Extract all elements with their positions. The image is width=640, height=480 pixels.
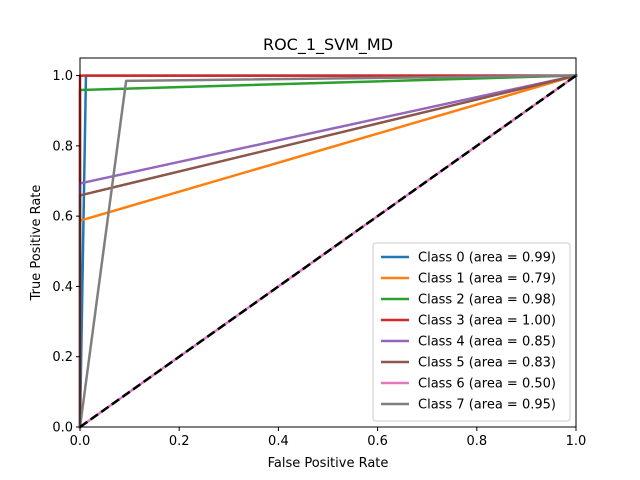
x-axis-title: False Positive Rate xyxy=(268,456,389,471)
legend-box xyxy=(372,242,571,422)
legend-label-class-3: Class 3 (area = 1.00) xyxy=(418,314,556,329)
y-tick-label: 0.4 xyxy=(52,280,73,295)
legend-label-class-4: Class 4 (area = 0.85) xyxy=(418,335,556,350)
legend-label-class-0: Class 0 (area = 0.99) xyxy=(418,251,556,266)
x-tick-label: 0.0 xyxy=(70,434,91,449)
legend: Class 0 (area = 0.99) Class 1 (area = 0.7… xyxy=(372,242,571,422)
y-tick-label: 1.0 xyxy=(52,69,73,84)
chart-title: ROC_1_SVM_MD xyxy=(263,35,393,55)
reference-diagonal-line xyxy=(79,74,577,429)
x-tick-label: 1.0 xyxy=(566,434,587,449)
axes-layer: 0.0 0.2 0.4 0.6 0.8 1.0 0.0 0.2 0.4 0.6 0.8 1.0 xyxy=(52,57,587,449)
axes-frame xyxy=(79,57,577,428)
y-tick-label: 0.2 xyxy=(52,350,73,365)
y-tick-label: 0.8 xyxy=(52,139,73,154)
legend-label-class-7: Class 7 (area = 0.95) xyxy=(418,398,556,413)
x-tick-label: 0.8 xyxy=(466,434,487,449)
x-tick-label: 0.4 xyxy=(268,434,289,449)
legend-label-class-1: Class 1 (area = 0.79) xyxy=(418,272,556,287)
legend-label-class-5: Class 5 (area = 0.83) xyxy=(418,356,556,371)
y-axis-title: True Positive Rate xyxy=(29,185,44,302)
x-tick-label: 0.6 xyxy=(367,434,388,449)
series-line-class-7 xyxy=(78,74,578,429)
y-tick-label: 0.6 xyxy=(52,210,73,225)
x-tick-label: 0.2 xyxy=(169,434,190,449)
legend-label-class-6: Class 6 (area = 0.50) xyxy=(418,377,556,392)
legend-label-class-2: Class 2 (area = 0.98) xyxy=(418,293,556,308)
y-tick-label: 0.0 xyxy=(52,421,73,436)
